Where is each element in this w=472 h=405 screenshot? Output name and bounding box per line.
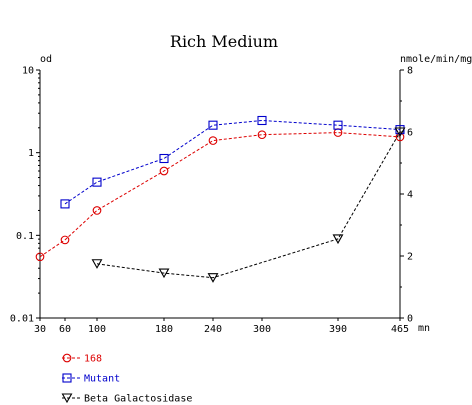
right-tick-label: 8 <box>407 66 413 77</box>
right-axis-unit: nmole/min/mg <box>400 54 472 65</box>
chart-title: Rich Medium <box>170 32 278 51</box>
legend-marker <box>62 353 72 363</box>
x-ticks: 30 60 100 180 240 300 390 465 <box>34 318 409 335</box>
series-2 <box>91 127 406 283</box>
data-point <box>158 268 170 279</box>
left-tick-label: 0.01 <box>10 314 34 325</box>
right-tick-label: 6 <box>407 128 413 139</box>
right-axis-ticks: 0 2 4 6 8 <box>400 66 413 325</box>
data-point <box>35 252 45 262</box>
data-point <box>257 130 267 140</box>
legend-item: 168 <box>62 354 102 365</box>
data-point <box>257 115 267 126</box>
left-axis-ticks: 0.01 0.1 1 10 <box>10 66 40 325</box>
legend-item: Mutant <box>62 373 120 385</box>
legend: 168 Mutant Beta Galactosidase <box>61 354 192 405</box>
x-tick-label: 60 <box>59 324 71 335</box>
right-tick-label: 2 <box>407 252 413 263</box>
x-tick-label: 240 <box>204 324 222 335</box>
x-axis-unit: mn <box>418 323 430 334</box>
data-point <box>208 136 218 145</box>
x-tick-label: 390 <box>329 324 347 335</box>
data-point <box>60 199 70 209</box>
right-tick-label: 0 <box>407 314 413 325</box>
series-line <box>96 131 401 279</box>
series-0 <box>35 128 405 262</box>
x-tick-label: 30 <box>34 324 46 335</box>
data-point <box>159 153 169 164</box>
x-tick-label: 180 <box>155 324 173 335</box>
legend-marker <box>62 373 72 383</box>
series-layer <box>35 115 406 283</box>
left-tick-label: 10 <box>22 66 34 77</box>
data-point <box>92 206 102 215</box>
data-point <box>333 120 343 130</box>
data-point <box>208 120 218 130</box>
legend-label: Mutant <box>84 374 120 385</box>
legend-label: 168 <box>84 354 102 365</box>
left-tick-label: 0.1 <box>16 231 34 242</box>
x-tick-label: 300 <box>253 324 271 335</box>
x-tick-label: 100 <box>88 324 106 335</box>
legend-item: Beta Galactosidase <box>61 393 192 405</box>
left-tick-label: 1 <box>28 148 34 159</box>
right-tick-label: 4 <box>407 190 413 201</box>
data-point <box>92 177 102 187</box>
legend-label: Beta Galactosidase <box>84 394 192 405</box>
data-point <box>91 259 103 269</box>
x-tick-label: 465 <box>391 324 409 335</box>
data-point <box>60 235 70 245</box>
data-point <box>159 166 169 176</box>
data-point <box>207 273 219 283</box>
series-line <box>39 132 401 258</box>
data-point <box>332 234 344 245</box>
legend-marker <box>61 393 73 404</box>
series-1 <box>60 115 405 209</box>
left-axis-unit: od <box>40 54 52 65</box>
data-point <box>394 127 406 138</box>
